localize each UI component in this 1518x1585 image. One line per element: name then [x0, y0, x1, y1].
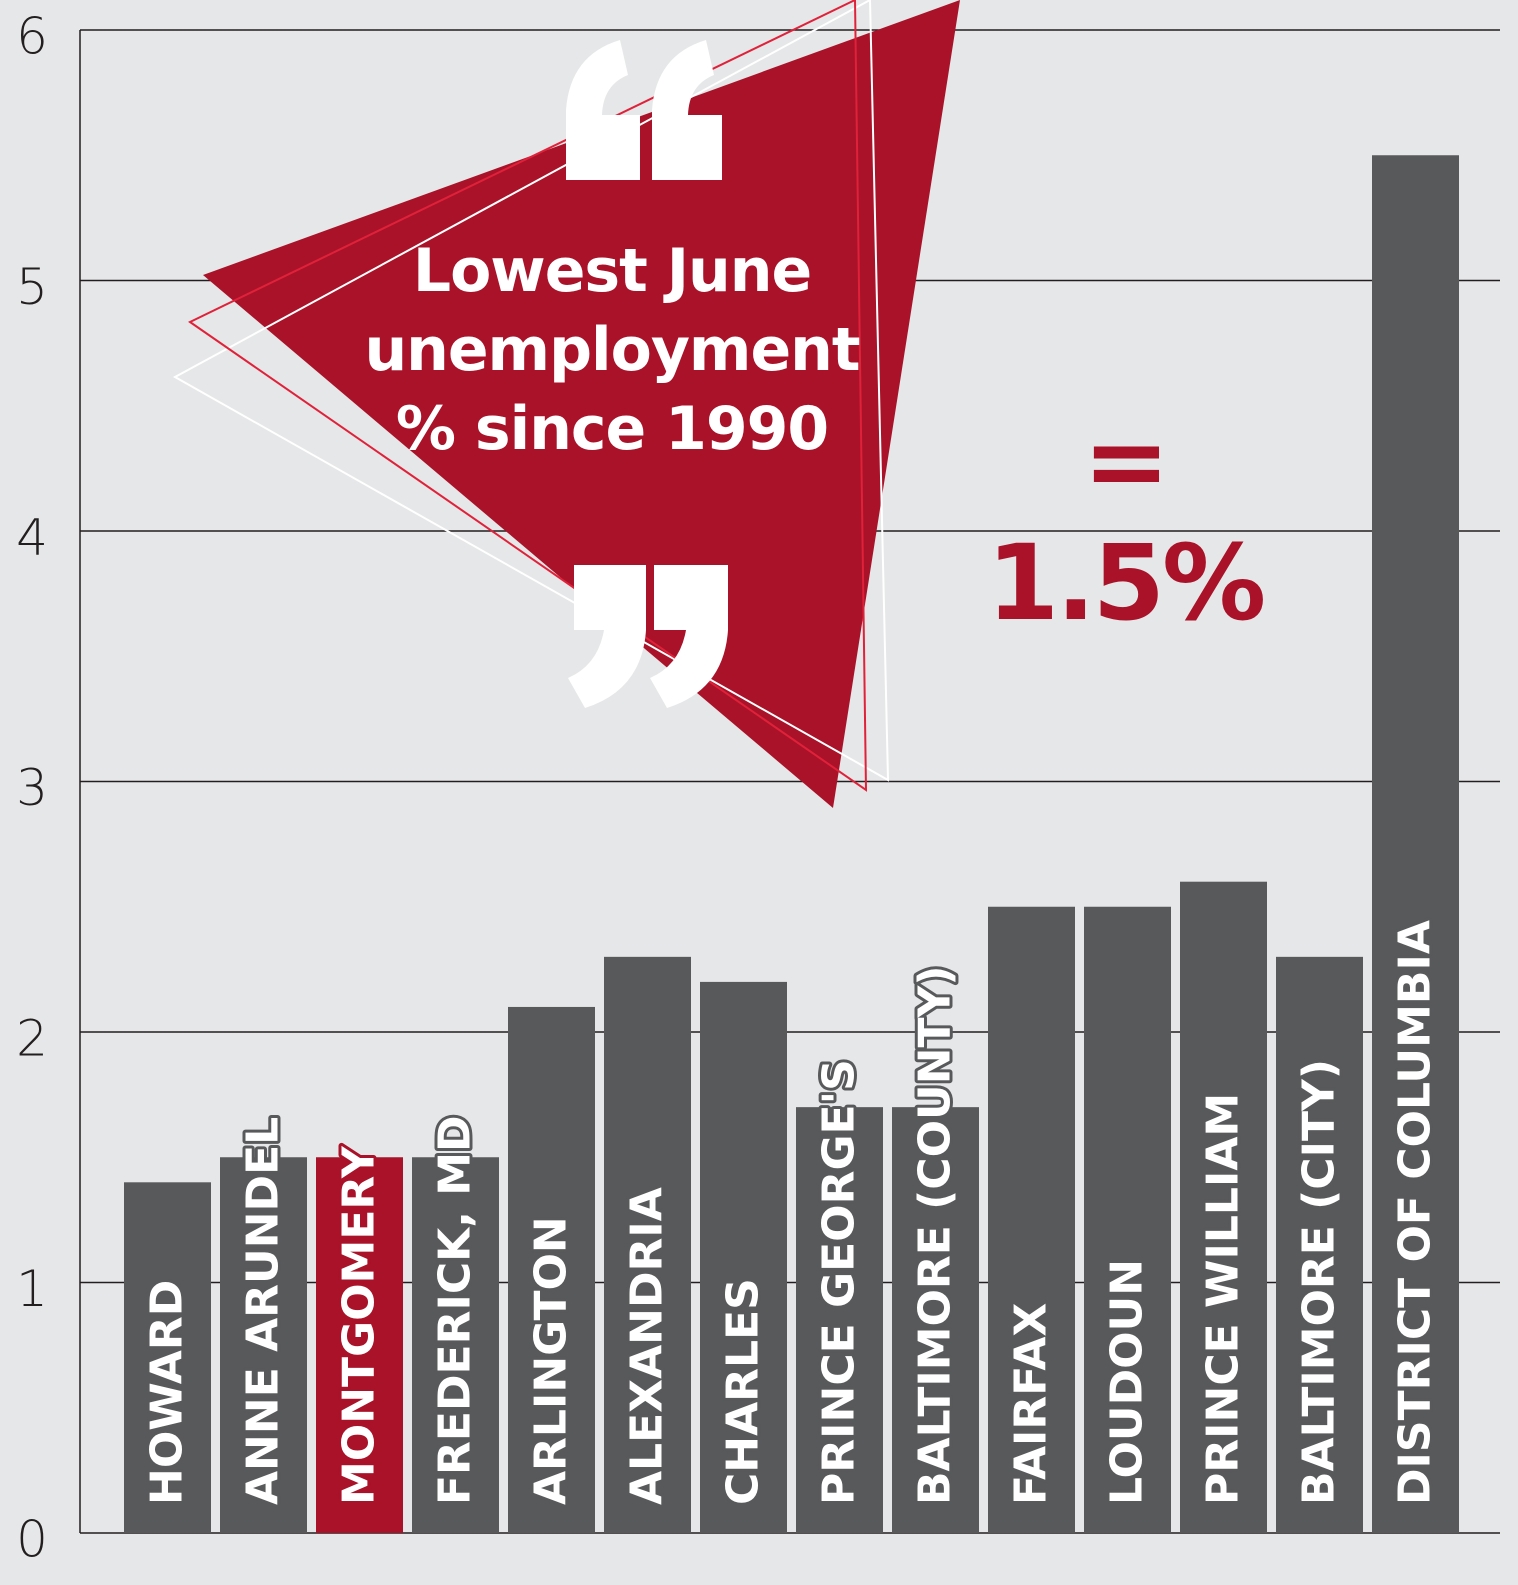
bar: [1084, 906, 1171, 1533]
category-label: HOWARD: [142, 1280, 193, 1505]
y-tick-label: 3: [16, 759, 48, 817]
y-tick-label: 5: [16, 258, 48, 316]
category-label: BALTIMORE (COUNTY): [910, 965, 961, 1505]
bar: [892, 1107, 979, 1533]
category-label: LOUDOUN: [1102, 1259, 1153, 1505]
annotation: Lowest June unemployment % since 1990: [364, 236, 860, 464]
y-tick-label: 6: [16, 8, 48, 66]
bar: [988, 906, 1075, 1533]
bar: [604, 956, 691, 1533]
bar: [700, 981, 787, 1533]
decoration: [172, 0, 960, 808]
y-tick-label: 1: [16, 1260, 48, 1318]
bar: [1372, 155, 1459, 1533]
category-label: PRINCE GEORGE'S: [814, 1059, 865, 1505]
bar: [220, 1157, 307, 1533]
callout: = 1.5%: [986, 400, 1266, 644]
bar: [508, 1006, 595, 1533]
y-tick-label: 2: [16, 1010, 48, 1068]
category-label: PRINCE WILLIAM: [1198, 1093, 1249, 1505]
category-label: FAIRFAX: [1006, 1303, 1057, 1505]
category-label: ARLINGTON: [526, 1216, 577, 1505]
category-label: BALTIMORE (CITY): [1294, 1059, 1345, 1505]
bar: [316, 1157, 403, 1533]
category-label: ANNE ARUNDEL: [238, 1117, 289, 1505]
category-label: FREDERICK, MD: [430, 1115, 481, 1505]
y-tick-label: 0: [16, 1511, 48, 1569]
category-label: ALEXANDRIA: [622, 1187, 673, 1505]
bar: [1276, 956, 1363, 1533]
category-label: MONTGOMERY: [334, 1145, 385, 1505]
category-label: DISTRICT OF COLUMBIA: [1390, 920, 1441, 1505]
bar: [412, 1157, 499, 1533]
bar: [1180, 881, 1267, 1533]
category-label: CHARLES: [718, 1278, 769, 1505]
bar: [124, 1182, 211, 1533]
y-tick-label: 4: [16, 509, 48, 567]
bar: [796, 1107, 883, 1533]
